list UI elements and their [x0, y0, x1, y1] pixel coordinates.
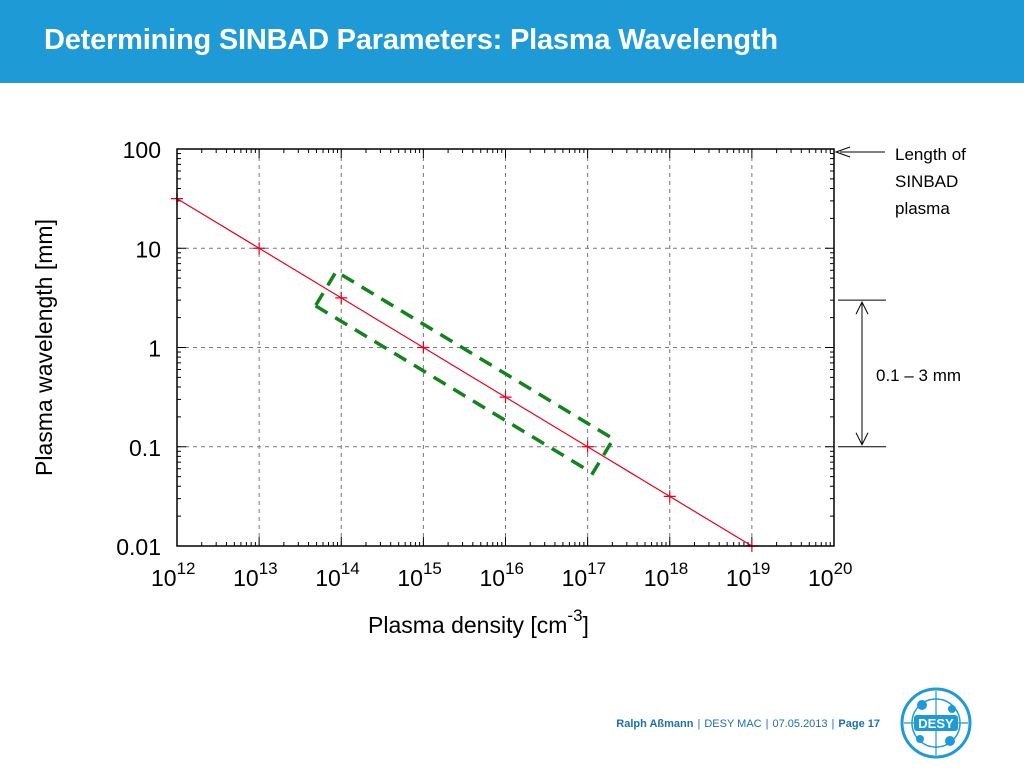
x-axis-label: Plasma density [cm-3] [368, 606, 589, 638]
data-point [335, 291, 348, 304]
y-axis-label: Plasma wavelength [mm] [31, 219, 57, 476]
footer: Ralph Aßmann | DESY MAC | 07.05.2013 | Page 17 [0, 718, 880, 730]
footer-separator: | [831, 718, 835, 730]
x-tick-label: 1017 [562, 559, 607, 591]
annotation-length-text: plasma [895, 199, 950, 218]
annotation-arrowhead [834, 146, 851, 158]
footer-date: 07.05.2013 [772, 718, 828, 730]
footer-separator: | [697, 718, 701, 730]
x-tick-label: 1014 [315, 559, 360, 591]
range-arrowhead-down [855, 432, 869, 446]
x-tick-label: 1019 [726, 559, 771, 591]
footer-event: DESY MAC [704, 718, 762, 730]
data-point [663, 490, 676, 503]
x-tick-label: 1012 [151, 559, 196, 591]
y-tick-label: 0.01 [116, 534, 161, 560]
data-point [417, 341, 430, 354]
x-tick-label: 1016 [480, 559, 525, 591]
data-point [581, 440, 594, 453]
desy-logo: DESY [900, 687, 972, 759]
data-point [499, 391, 512, 404]
logo-text: DESY [918, 716, 954, 731]
plot-frame [176, 148, 835, 547]
slide-header: Determining SINBAD Parameters: Plasma Wa… [0, 0, 1024, 83]
y-tick-label: 0.1 [129, 435, 161, 461]
x-tick-label: 1018 [644, 559, 689, 591]
footer-separator: | [765, 718, 769, 730]
annotation-length-text: Length of [895, 145, 966, 164]
series-line [176, 198, 753, 547]
y-tick-label: 1 [148, 336, 161, 362]
footer-page: Page 17 [838, 718, 880, 730]
y-tick-label: 10 [135, 236, 161, 262]
x-tick-label: 1015 [397, 559, 442, 591]
footer-author: Ralph Aßmann [616, 718, 694, 730]
slide-title: Determining SINBAD Parameters: Plasma Wa… [44, 24, 778, 56]
range-arrowhead-up [855, 301, 869, 315]
x-tick-label: 1020 [808, 559, 853, 591]
y-tick-label: 100 [123, 137, 161, 163]
range-highlight-box [313, 269, 616, 476]
data-point [253, 242, 266, 255]
x-tick-label: 1013 [233, 559, 278, 591]
annotation-range-text: 0.1 – 3 mm [876, 366, 961, 385]
annotation-length-text: SINBAD [895, 172, 958, 191]
